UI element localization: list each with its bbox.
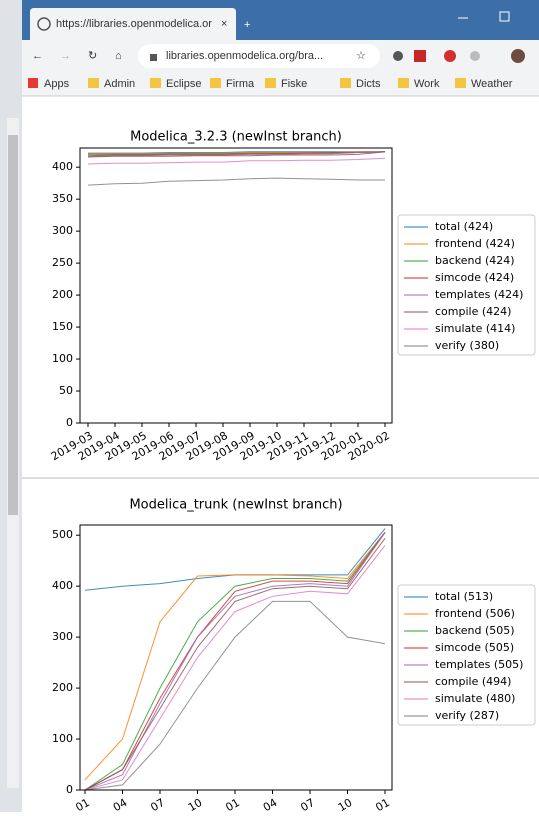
series-line xyxy=(87,151,386,158)
y-tick-label: 400 xyxy=(52,579,73,592)
x-tick-label: 04 xyxy=(111,796,130,812)
y-tick-label: 500 xyxy=(52,528,73,541)
bookmark[interactable]: Fiske xyxy=(281,78,307,90)
bookmark[interactable]: Apps xyxy=(44,78,70,90)
legend-label: frontend (506) xyxy=(435,607,515,620)
extension-icon[interactable] xyxy=(444,50,456,62)
x-tick-label: 07 xyxy=(148,796,167,812)
y-tick-label: 300 xyxy=(52,224,73,237)
chart-title: Modelica_3.2.3 (newInst branch) xyxy=(130,130,342,145)
series-line xyxy=(84,532,386,791)
y-tick-label: 350 xyxy=(52,192,73,205)
series-line xyxy=(87,177,385,186)
x-tick-label: 01 xyxy=(373,796,392,812)
x-tick-label: 10 xyxy=(336,796,355,812)
plot-frame xyxy=(79,524,393,791)
legend-label: compile (494) xyxy=(435,675,511,688)
series-line xyxy=(88,151,385,154)
tab-close[interactable]: × xyxy=(221,18,227,30)
y-tick-label: 200 xyxy=(52,288,73,301)
folder-icon xyxy=(88,78,99,88)
back-button[interactable]: ← xyxy=(32,50,43,62)
legend-label: simulate (480) xyxy=(435,692,515,705)
extension-icon[interactable] xyxy=(414,50,426,62)
y-tick-label: 300 xyxy=(52,630,73,643)
bookmark[interactable]: Firma xyxy=(226,78,255,90)
legend-label: total (513) xyxy=(435,590,493,603)
legend-label: verify (380) xyxy=(435,339,499,352)
scroll-thumb xyxy=(8,135,18,515)
series-line xyxy=(84,532,386,791)
address-bar[interactable] xyxy=(138,44,380,68)
folder-icon xyxy=(210,78,221,88)
y-tick-label: 200 xyxy=(52,681,73,694)
legend-label: templates (505) xyxy=(435,658,523,671)
bookmark[interactable]: Work xyxy=(414,78,440,90)
legend-box xyxy=(397,584,536,726)
y-tick-label: 150 xyxy=(52,320,73,333)
apps-icon xyxy=(28,78,38,88)
y-tick-label: 250 xyxy=(52,256,73,269)
legend-label: simcode (424) xyxy=(435,271,514,284)
legend-label: compile (424) xyxy=(435,305,511,318)
legend-label: backend (505) xyxy=(435,624,515,637)
series-line xyxy=(84,532,386,791)
x-tick-label: 07 xyxy=(298,796,317,812)
bookmarks-bar xyxy=(22,70,539,96)
home-button[interactable]: ⌂ xyxy=(115,50,122,62)
bookmark-star[interactable]: ☆ xyxy=(356,50,366,62)
x-tick-label: 10 xyxy=(186,796,205,812)
bookmark[interactable]: Eclipse xyxy=(166,78,201,90)
forward-button[interactable]: → xyxy=(60,50,71,62)
tab-icon xyxy=(37,17,51,31)
legend-label: backend (424) xyxy=(435,254,515,267)
bookmark[interactable]: Weather xyxy=(471,78,513,90)
y-tick-label: 100 xyxy=(52,352,73,365)
chart-title: Modelica_trunk (newInst branch) xyxy=(129,498,342,513)
series-line xyxy=(87,151,386,157)
maximize[interactable] xyxy=(499,11,510,22)
lock-icon xyxy=(150,54,157,61)
legend-box xyxy=(397,214,536,356)
y-tick-label: 50 xyxy=(59,384,73,397)
legend-label: frontend (424) xyxy=(435,237,515,250)
series-line xyxy=(84,538,386,791)
extension-icon[interactable] xyxy=(470,51,480,61)
y-tick-label: 400 xyxy=(52,160,73,173)
plot-frame xyxy=(79,147,393,424)
series-line xyxy=(84,531,386,781)
y-tick-label: 0 xyxy=(66,783,73,796)
x-tick-label: 04 xyxy=(261,796,280,812)
profile-icon[interactable] xyxy=(511,49,525,63)
series-line xyxy=(84,545,386,791)
series-line xyxy=(87,157,386,165)
folder-icon xyxy=(398,78,409,88)
reload-button[interactable]: ↻ xyxy=(88,50,97,62)
tab[interactable] xyxy=(30,8,236,40)
new-tab[interactable]: + xyxy=(244,19,250,31)
x-tick-label: 01 xyxy=(73,796,92,812)
legend-label: simcode (505) xyxy=(435,641,514,654)
legend-label: total (424) xyxy=(435,220,493,233)
y-tick-label: 100 xyxy=(52,732,73,745)
folder-icon xyxy=(265,78,276,88)
legend-label: verify (287) xyxy=(435,709,499,722)
url: libraries.openmodelica.org/bra... xyxy=(166,50,323,62)
extension-icon[interactable] xyxy=(393,51,403,61)
tab-title: https://libraries.openmodelica.or xyxy=(56,18,212,30)
bookmark[interactable]: Admin xyxy=(104,78,135,90)
folder-icon xyxy=(455,78,466,88)
x-tick-label: 01 xyxy=(223,796,242,812)
legend-label: templates (424) xyxy=(435,288,523,301)
bookmark[interactable]: Dicts xyxy=(356,78,381,90)
folder-icon xyxy=(340,78,351,88)
y-tick-label: 0 xyxy=(66,416,73,429)
folder-icon xyxy=(150,78,161,88)
series-line xyxy=(87,151,386,157)
legend-label: simulate (414) xyxy=(435,322,515,335)
series-line xyxy=(84,600,386,791)
